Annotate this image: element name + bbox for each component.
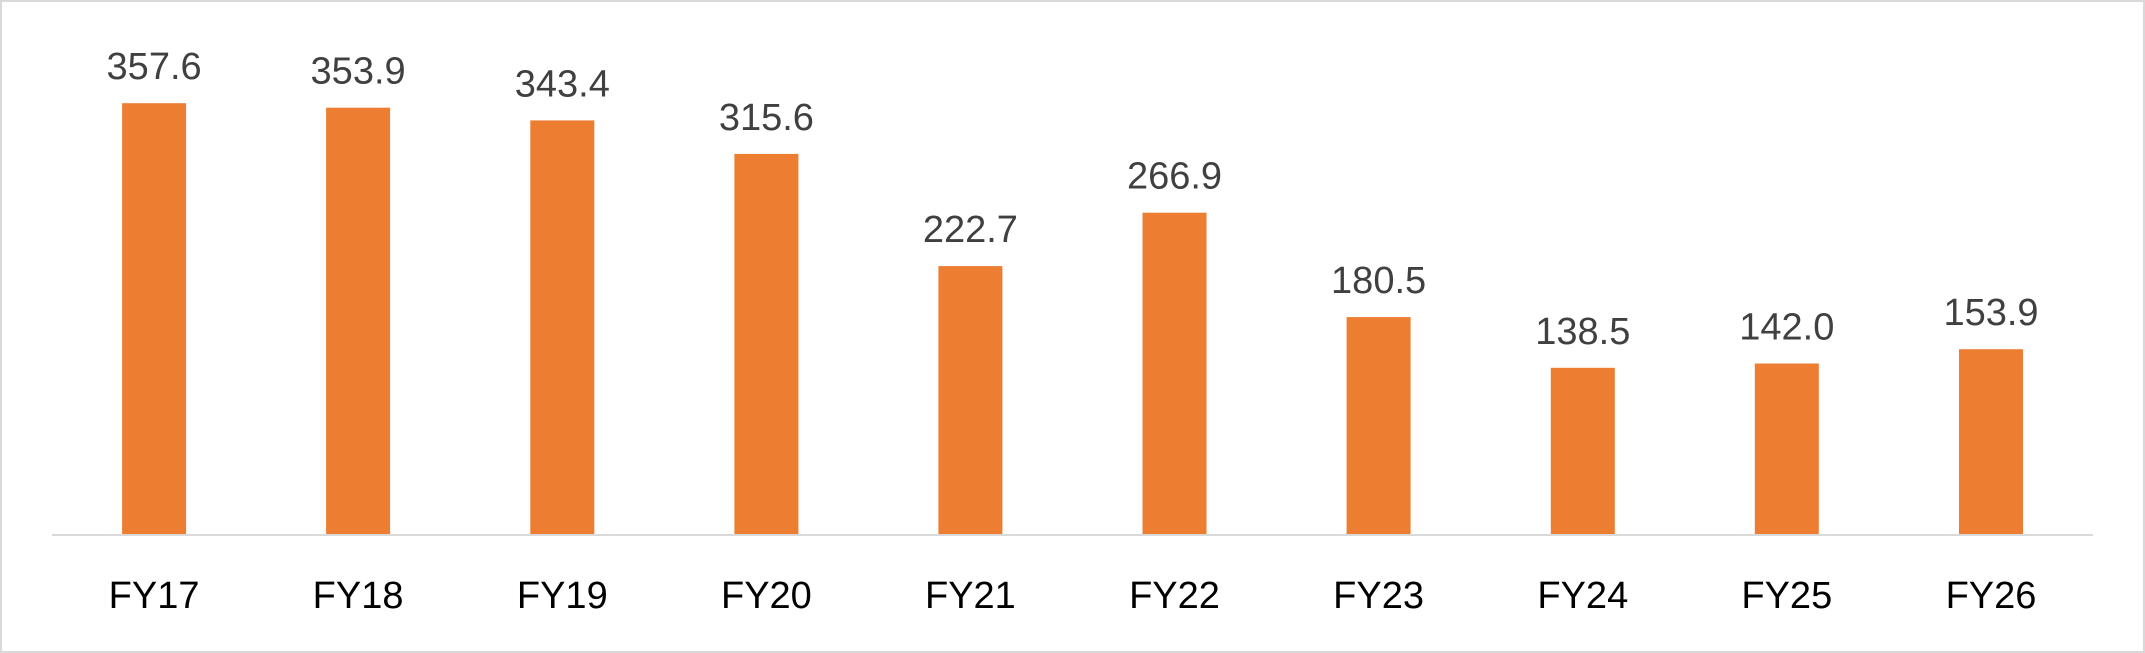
value-label-fy25: 142.0 <box>1739 307 1834 349</box>
value-label-fy22: 266.9 <box>1127 156 1222 198</box>
bar-fy20 <box>734 153 799 535</box>
value-label-fy26: 153.9 <box>1943 292 2038 334</box>
bar-fy26 <box>1959 349 2023 535</box>
category-label-fy17: FY17 <box>109 575 200 617</box>
bar-fy21 <box>938 266 1003 535</box>
bars-layer <box>122 103 2023 536</box>
value-label-fy21: 222.7 <box>923 209 1018 251</box>
bar-fy25 <box>1754 363 1819 535</box>
value-labels-layer: 357.6 353.9 343.4 315.6 222.7 266.9 180.5 138.5… <box>107 46 2039 353</box>
category-label-fy19: FY19 <box>517 575 608 617</box>
bar-fy23 <box>1346 317 1411 535</box>
bar-fy19 <box>530 120 595 536</box>
bar-fy22 <box>1142 212 1207 535</box>
category-label-fy22: FY22 <box>1129 575 1220 617</box>
category-label-fy18: FY18 <box>313 575 404 617</box>
bar-fy18 <box>326 107 391 535</box>
category-labels-layer: FY17 FY18 FY19 FY20 FY21 FY22 FY23 FY24 FY25 FY26 <box>109 575 2037 617</box>
category-label-fy23: FY23 <box>1333 575 1424 617</box>
value-label-fy18: 353.9 <box>311 51 406 93</box>
value-label-fy20: 315.6 <box>719 97 814 139</box>
value-label-fy19: 343.4 <box>515 63 610 105</box>
category-label-fy20: FY20 <box>721 575 812 617</box>
category-label-fy26: FY26 <box>1946 575 2037 617</box>
bar-fy24 <box>1550 367 1615 535</box>
category-label-fy21: FY21 <box>925 575 1016 617</box>
value-label-fy23: 180.5 <box>1331 260 1426 302</box>
value-label-fy24: 138.5 <box>1535 311 1630 353</box>
value-label-fy17: 357.6 <box>107 46 202 88</box>
category-label-fy24: FY24 <box>1537 575 1628 617</box>
category-label-fy25: FY25 <box>1741 575 1832 617</box>
bar-fy17 <box>122 103 187 535</box>
